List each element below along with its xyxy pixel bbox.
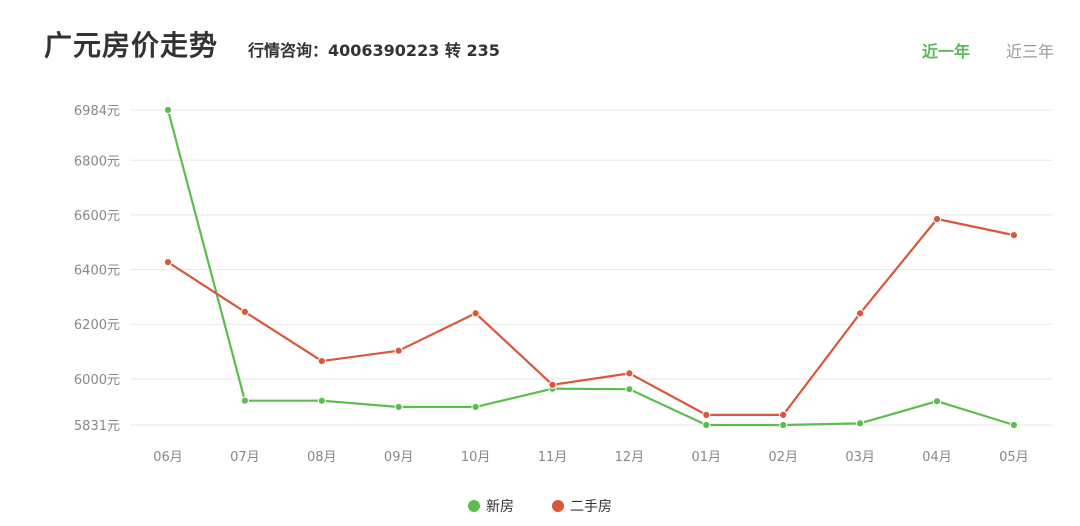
data-point-second-hand[interactable] [163, 258, 173, 267]
consult-hotline: 行情咨询：4006390223 转 235 [248, 41, 500, 60]
data-point-new-house[interactable] [856, 419, 865, 428]
legend-swatch-new-house [468, 500, 480, 512]
data-point-second-hand[interactable] [394, 346, 403, 355]
series-line-new-house [166, 109, 1015, 427]
y-tick-label: 6800元 [74, 154, 120, 169]
tab-one-year[interactable]: 近一年 [921, 42, 970, 61]
x-axis-labels: 06月 07月 08月 09月 10月 11月 12月 01月 02月 03月 04月 05月 [153, 450, 1028, 465]
x-tick-label: 01月 [692, 450, 722, 465]
legend-label-new-house: 新房 [486, 499, 514, 515]
y-tick-label: 6600元 [74, 209, 120, 224]
legend-label-second-hand: 二手房 [570, 499, 612, 515]
data-point-new-house[interactable] [471, 402, 480, 412]
x-tick-label: 06月 [153, 450, 183, 465]
x-tick-label: 02月 [768, 450, 798, 465]
y-axis-labels: 6984元 6800元 6600元 6400元 6200元 6000元 5831元 [74, 104, 120, 434]
chart-legend: 新房 二手房 [0, 496, 1080, 516]
data-point-second-hand[interactable] [471, 309, 480, 318]
x-tick-label: 05月 [999, 450, 1029, 465]
y-tick-label: 5831元 [74, 419, 120, 434]
data-point-second-hand[interactable] [240, 307, 249, 316]
data-point-new-house[interactable] [163, 105, 173, 115]
legend-item-new-house[interactable]: 新房 [468, 496, 514, 516]
chart-header: 广元房价走势 行情咨询：4006390223 转 235 近一年 近三年 [0, 0, 1080, 80]
data-point-second-hand[interactable] [317, 356, 326, 366]
grid-lines [130, 109, 1053, 426]
data-point-second-hand[interactable] [779, 410, 788, 419]
data-point-second-hand[interactable] [856, 309, 865, 318]
x-tick-label: 08月 [307, 450, 337, 465]
data-point-new-house[interactable] [240, 396, 249, 405]
data-point-new-house[interactable] [394, 402, 403, 412]
series-line-second-hand [167, 217, 1015, 416]
x-tick-label: 12月 [615, 450, 645, 465]
data-point-new-house[interactable] [702, 420, 711, 430]
legend-item-second-hand[interactable]: 二手房 [552, 496, 612, 516]
x-tick-label: 11月 [538, 450, 568, 465]
data-point-second-hand[interactable] [625, 369, 634, 378]
data-point-new-house[interactable] [779, 420, 788, 430]
legend-swatch-second-hand [552, 500, 564, 512]
x-tick-label: 07月 [230, 450, 260, 465]
data-point-second-hand[interactable] [932, 214, 942, 224]
y-tick-label: 6984元 [74, 104, 120, 119]
data-point-second-hand[interactable] [548, 380, 557, 389]
series-lines [163, 105, 1019, 430]
y-tick-label: 6400元 [74, 264, 120, 279]
x-tick-label: 03月 [845, 450, 875, 465]
data-point-new-house[interactable] [1009, 420, 1019, 430]
x-tick-label: 10月 [461, 450, 491, 465]
x-tick-label: 04月 [922, 450, 952, 465]
y-tick-label: 6000元 [74, 373, 120, 388]
page-title: 广元房价走势 [44, 29, 219, 62]
data-point-new-house[interactable] [932, 397, 942, 406]
data-point-new-house[interactable] [625, 385, 634, 394]
y-tick-label: 6200元 [74, 318, 120, 333]
data-point-second-hand[interactable] [1009, 231, 1019, 240]
range-tabs: 近一年 近三年 [922, 38, 1054, 62]
tab-three-years[interactable]: 近三年 [1005, 42, 1054, 61]
data-point-second-hand[interactable] [702, 410, 711, 419]
data-point-new-house[interactable] [317, 396, 326, 405]
x-tick-label: 09月 [384, 450, 414, 465]
